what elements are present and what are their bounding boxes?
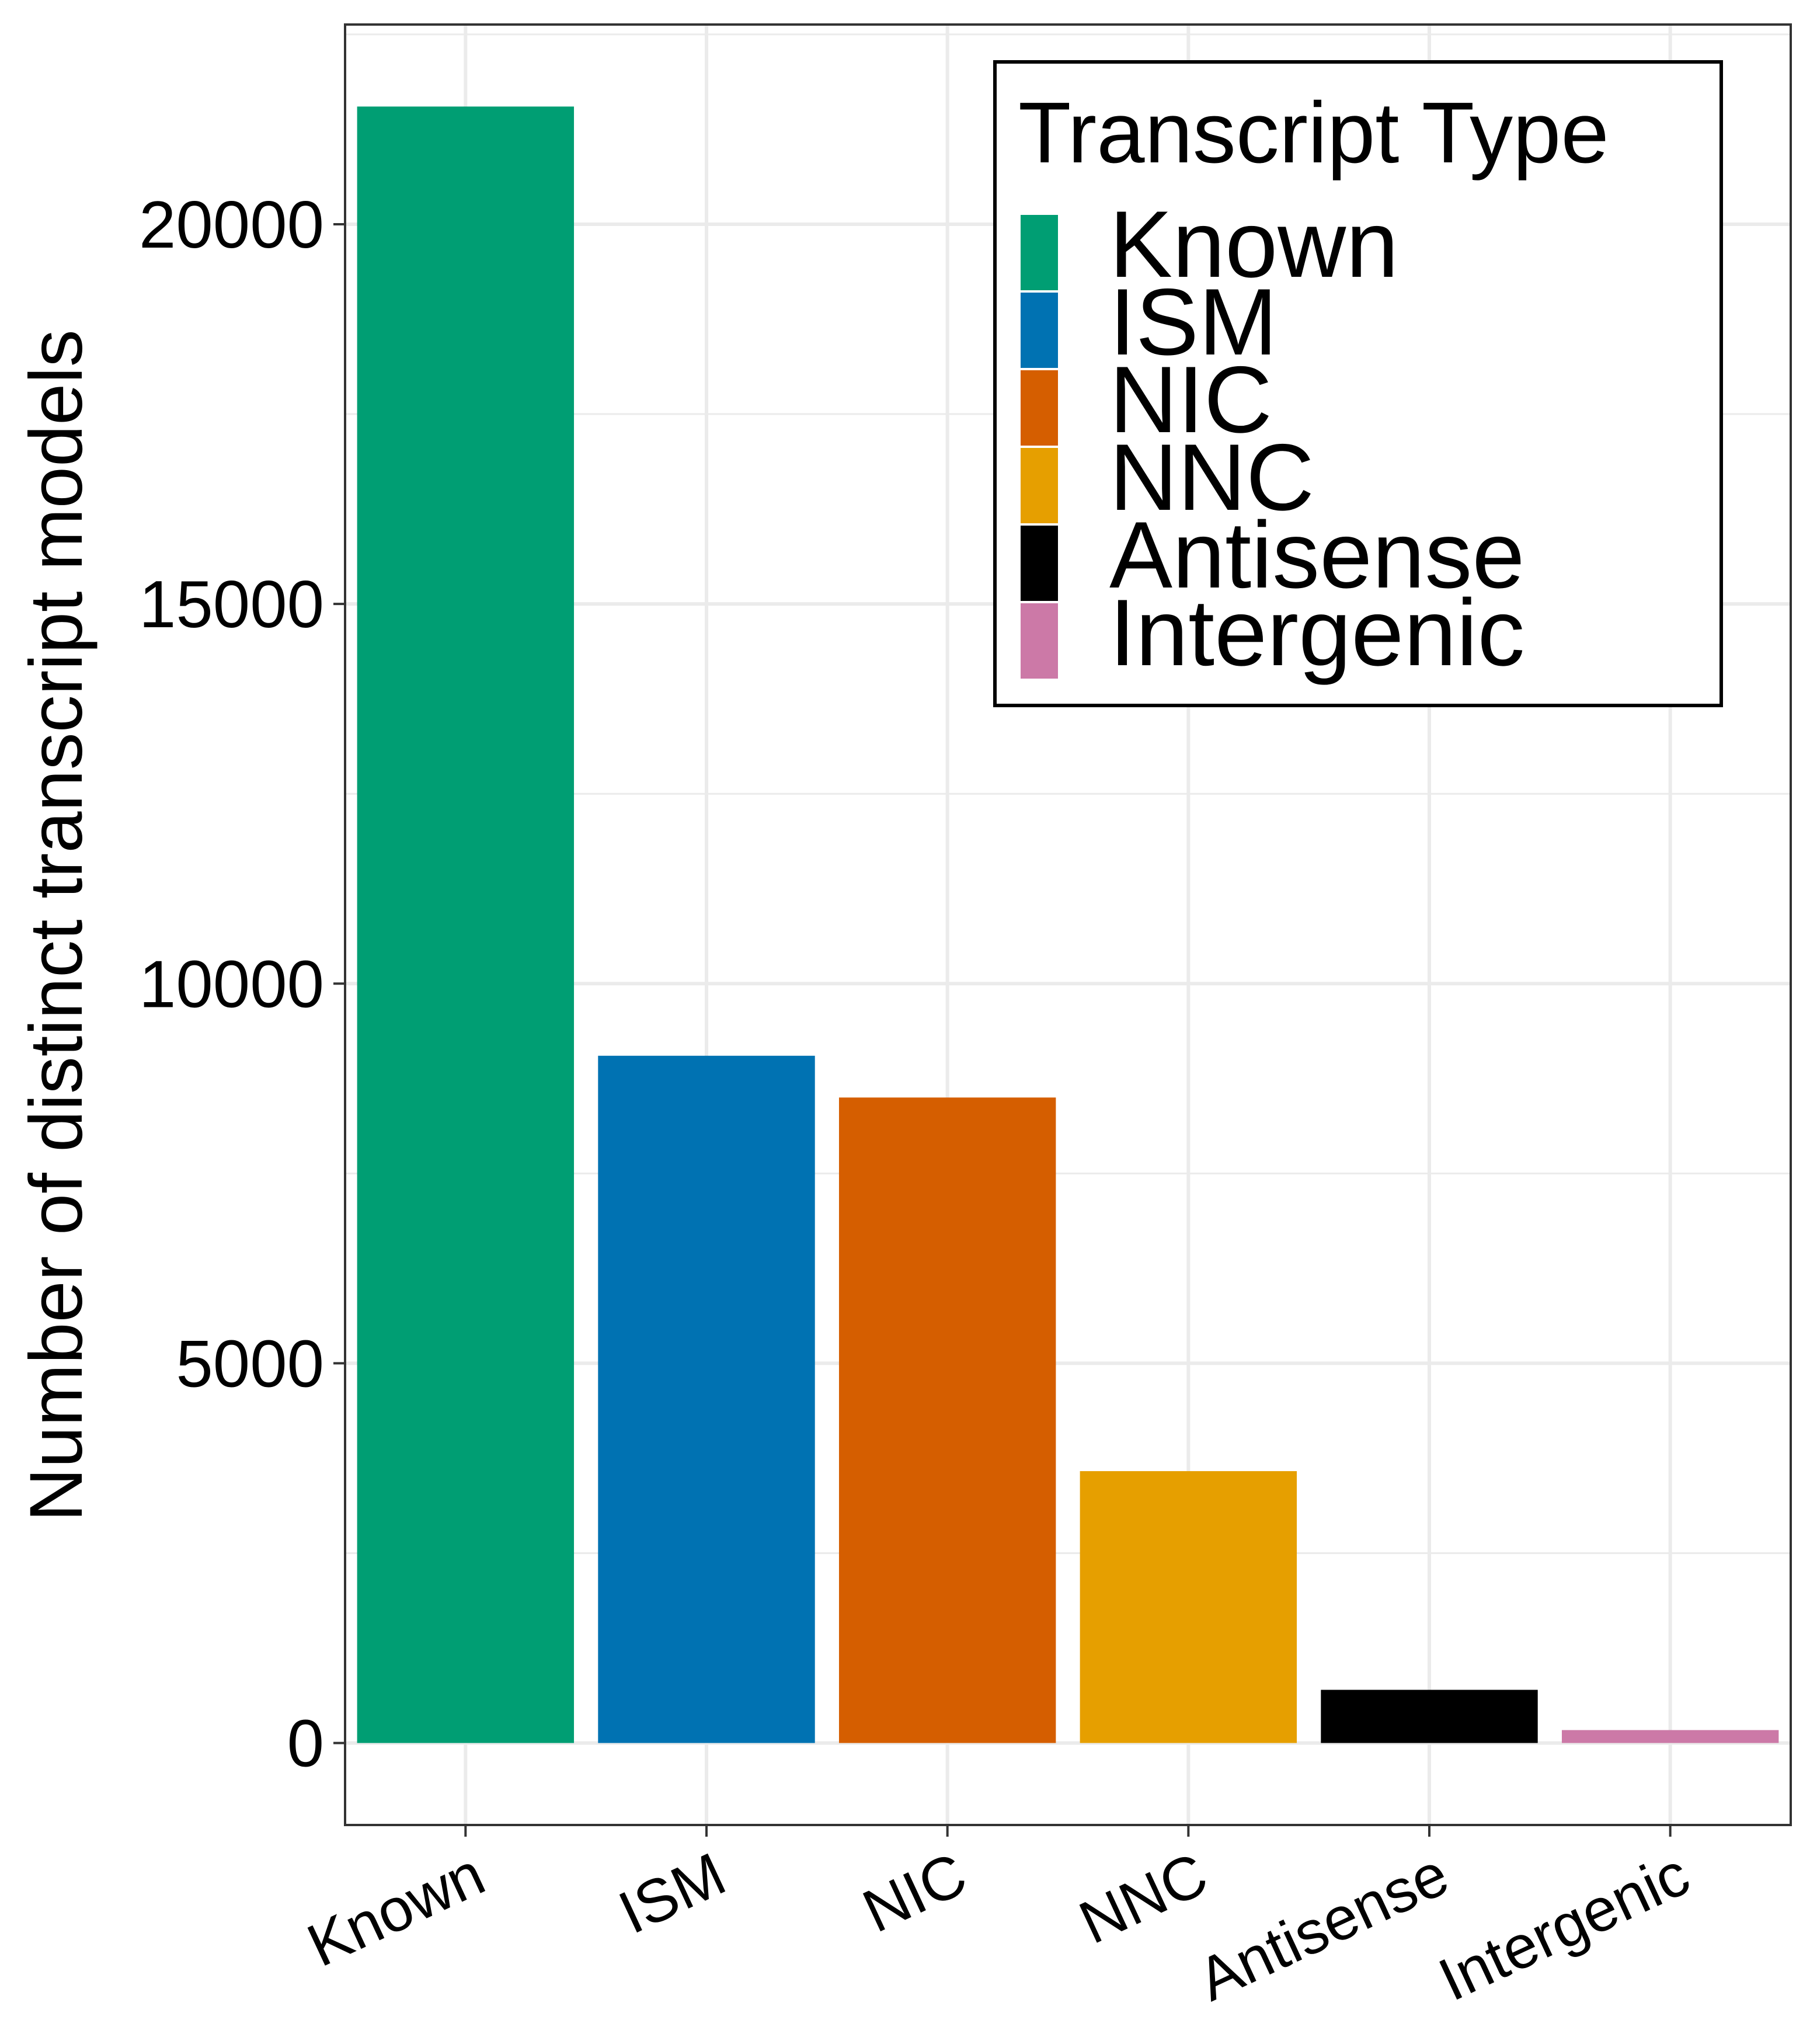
bar-nic	[838, 1097, 1056, 1743]
bar-nnc	[1080, 1471, 1297, 1743]
legend-label: Antisense	[1109, 502, 1524, 608]
legend-key-nic	[1021, 370, 1058, 446]
legend-box	[993, 60, 1723, 707]
legend-key-ism	[1021, 293, 1058, 368]
y-tick-label: 5000	[176, 1327, 324, 1401]
y-tick-label: 15000	[139, 568, 324, 642]
plot-panel-border	[344, 23, 1792, 1826]
y-axis: 0 5000 10000 15000 20000	[139, 188, 345, 1781]
legend-key-antisense	[1021, 526, 1058, 601]
bar-known	[357, 106, 575, 1743]
legend-label: NIC	[1109, 347, 1272, 453]
legend-label: Known	[1109, 192, 1398, 297]
legend-label: NNC	[1109, 425, 1314, 530]
legend-key-nnc	[1021, 448, 1058, 523]
y-tick-label: 20000	[139, 188, 324, 262]
y-tick-label: 0	[287, 1707, 324, 1781]
legend-label: ISM	[1109, 269, 1278, 375]
bar-ism	[598, 1055, 815, 1743]
y-axis-title: Number of distinct transcript models	[15, 329, 98, 1522]
y-tick-label: 10000	[139, 947, 324, 1021]
legend: Transcript Type KnownISMNICNNCAntisenseI…	[993, 60, 1723, 707]
bar-intergenic	[1561, 1730, 1779, 1743]
legend-title: Transcript Type	[1018, 85, 1609, 181]
legend-key-known	[1021, 215, 1058, 290]
bar-antisense	[1321, 1690, 1538, 1743]
bars	[357, 106, 1779, 1743]
legend-key-intergenic	[1021, 603, 1058, 679]
legend-label: Intergenic	[1109, 580, 1524, 686]
